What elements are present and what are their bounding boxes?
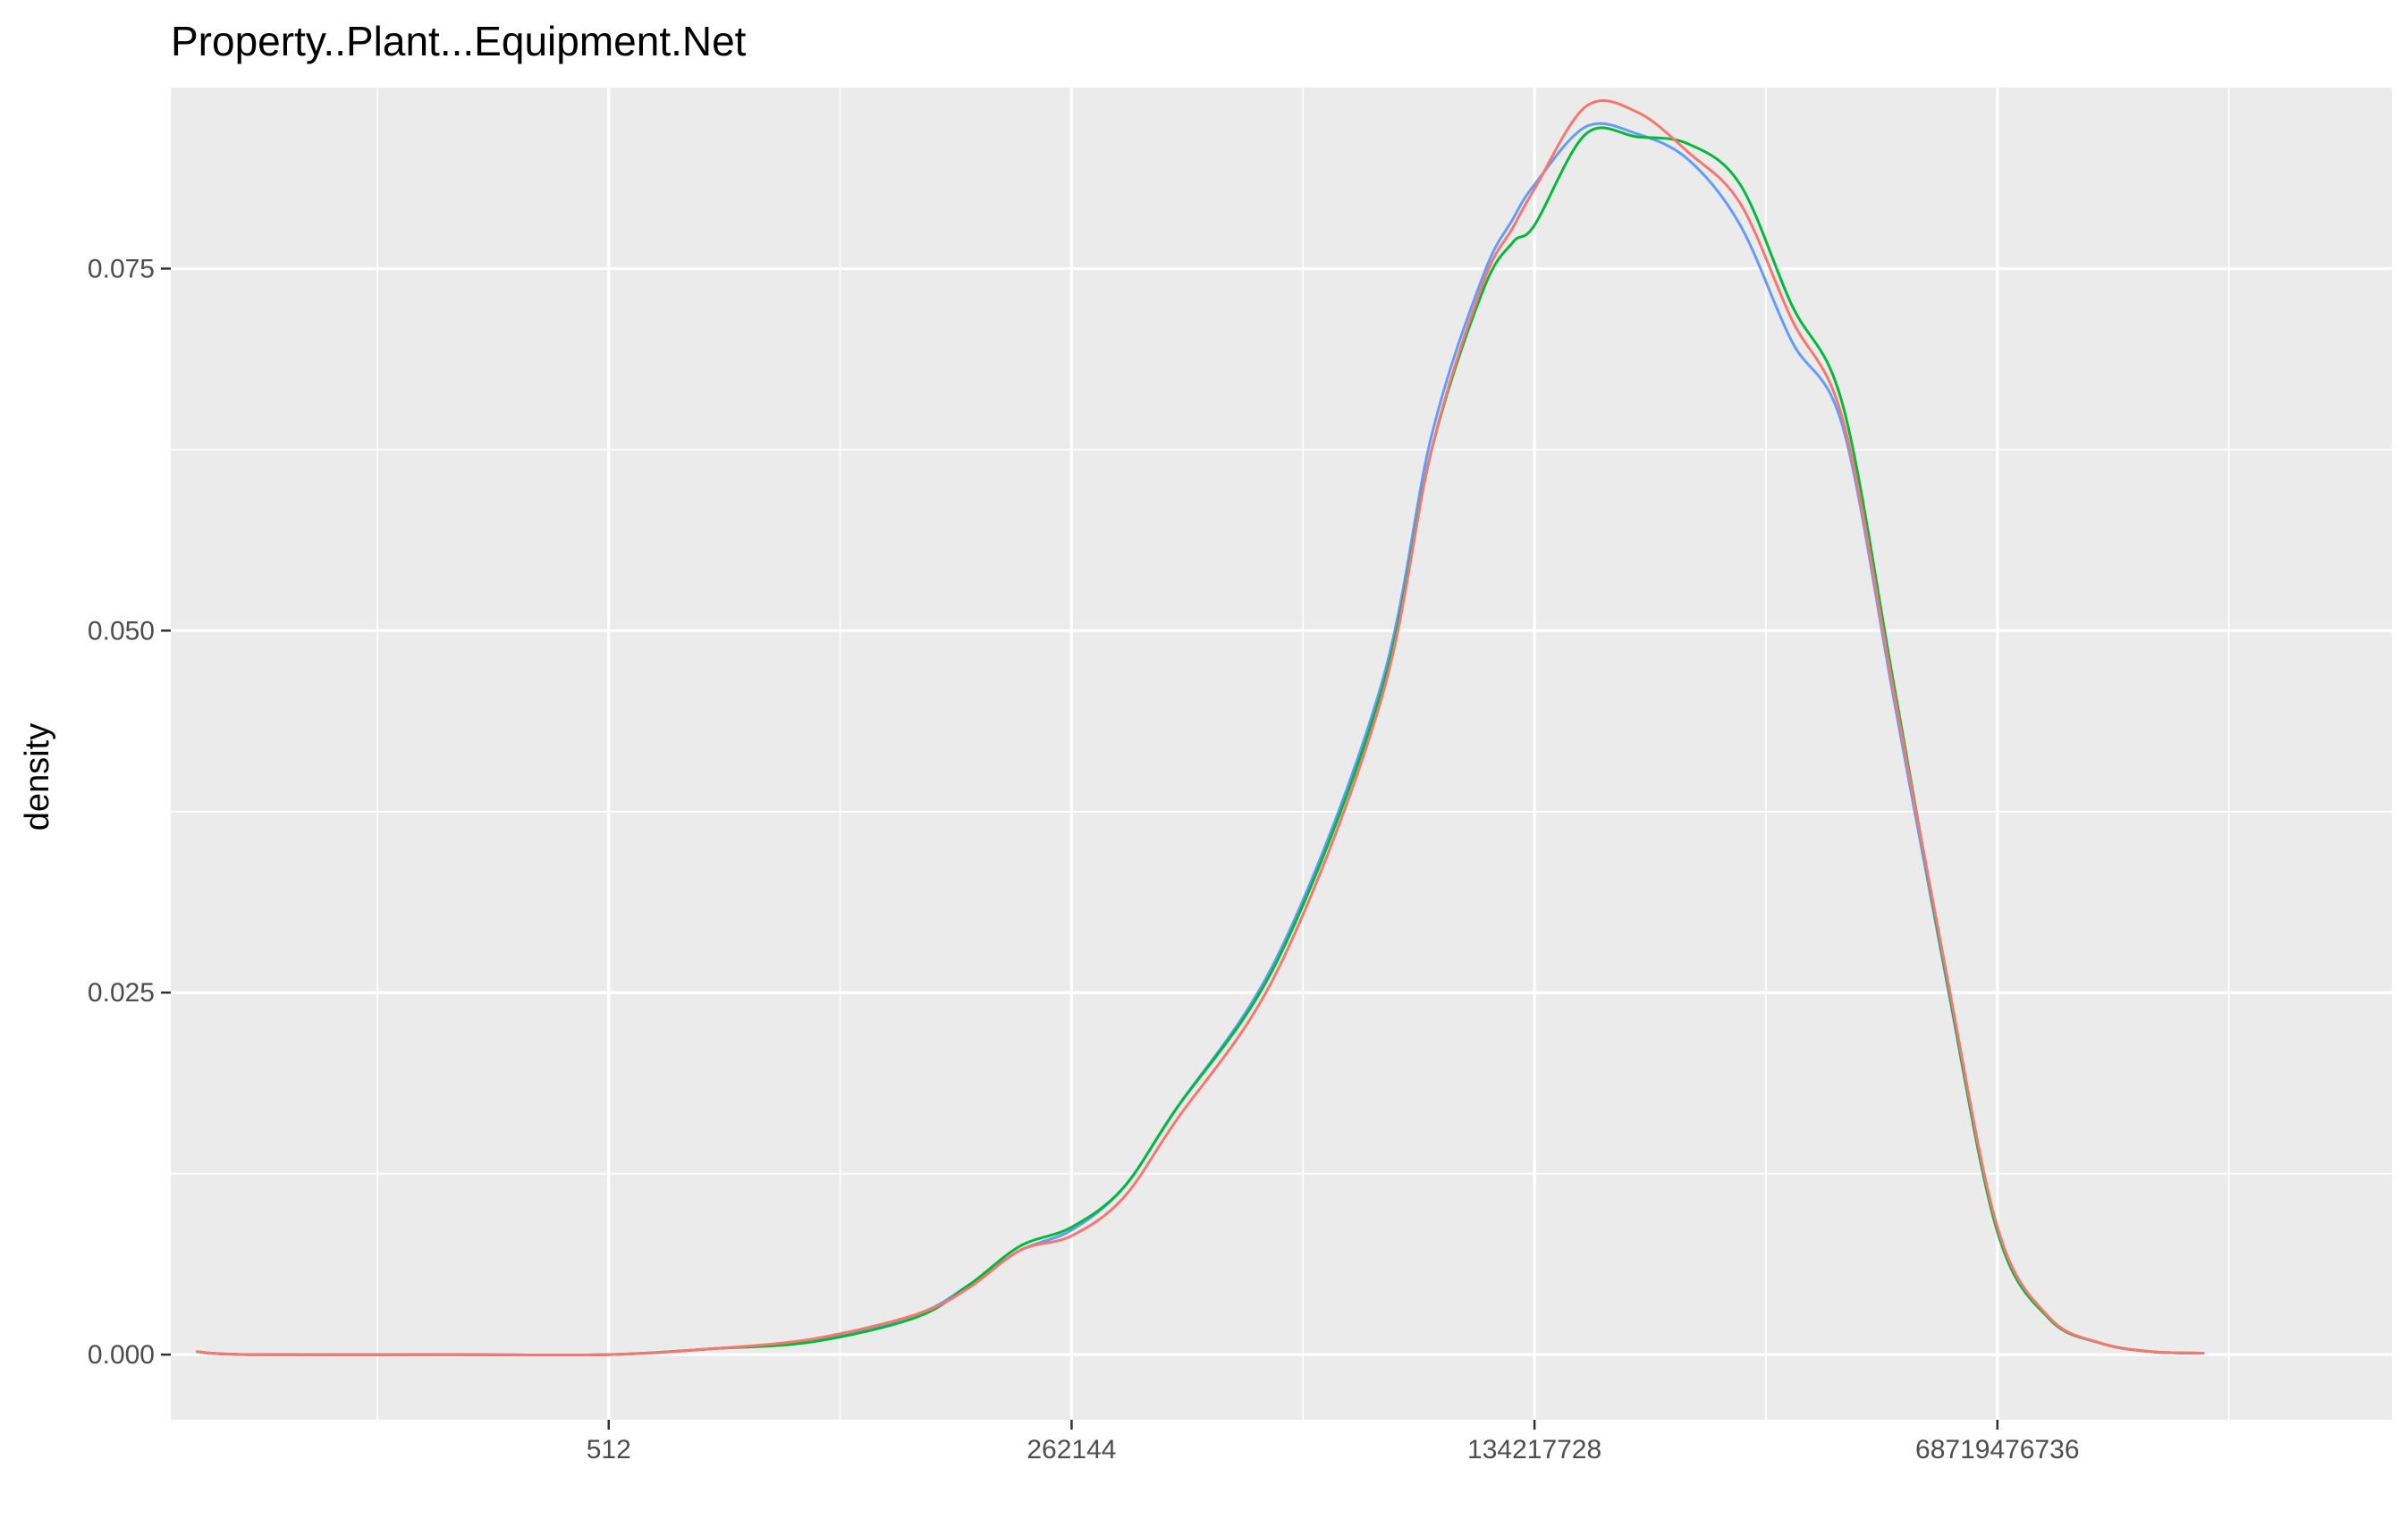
x-tick-label: 134217728	[1467, 1435, 1601, 1464]
axes: 0.000 0.025 0.050 0.075 512 262144 134217728 68…	[88, 254, 2080, 1464]
chart-title: Property..Plant...Equipment.Net	[171, 18, 747, 64]
y-axis-label: density	[19, 723, 56, 831]
y-tick-label: 0.025	[88, 978, 155, 1008]
x-tick-label: 512	[587, 1435, 631, 1464]
y-tick-label: 0.075	[88, 254, 155, 283]
density-line-3	[196, 98, 2205, 1357]
y-tick-label: 0.000	[88, 1340, 155, 1370]
density-series	[196, 98, 2205, 1357]
plot-panel	[171, 88, 2392, 1420]
x-tick-label: 262144	[1027, 1435, 1116, 1464]
x-tick-label: 68719476736	[1915, 1435, 2080, 1464]
grid-lines	[171, 88, 2392, 1420]
y-tick-label: 0.050	[88, 616, 155, 646]
